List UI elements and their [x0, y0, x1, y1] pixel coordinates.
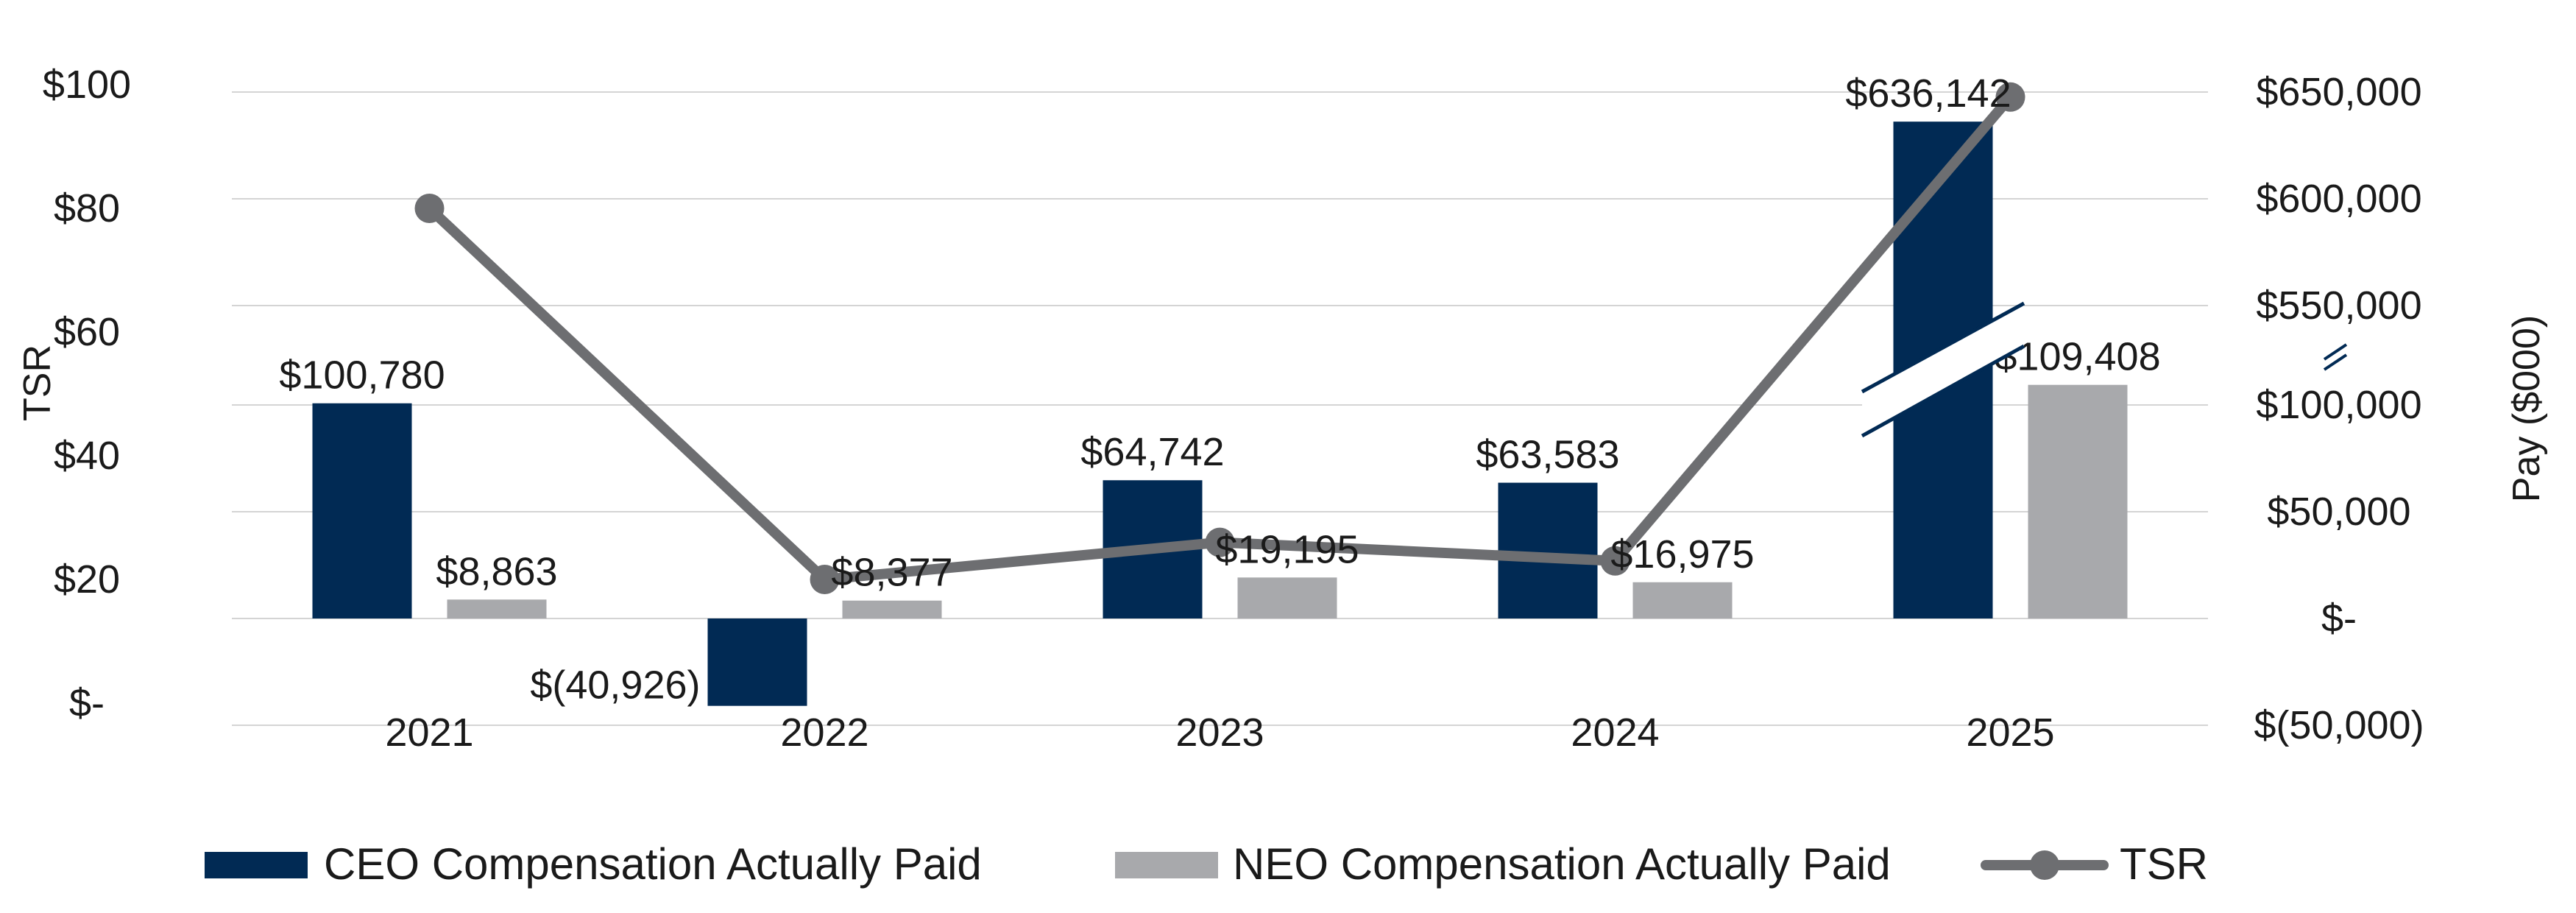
- x-axis-ticks: 2021 2022 2023 2024 2025: [385, 711, 2054, 755]
- bar-label-ceo-2022: $(40,926): [530, 663, 700, 708]
- right-tick-label: $50,000: [2267, 490, 2410, 534]
- bar-ceo-2024: [1498, 482, 1598, 618]
- x-tick-label-2022: 2022: [780, 711, 868, 755]
- right-tick-label: $600,000: [2256, 177, 2421, 221]
- axis-break-tick-2: [2323, 353, 2348, 371]
- legend-swatch-ceo: [205, 852, 308, 878]
- bar-neo-2022: [842, 600, 942, 618]
- right-axis-title: Pay ($000): [2505, 315, 2548, 502]
- left-axis-ticks: $- $20 $40 $60 $80 $100: [43, 63, 131, 725]
- bar-break-line-upper: [1861, 301, 2025, 394]
- x-tick-label-2021: 2021: [385, 711, 473, 755]
- tsr-point-2022: [810, 565, 840, 594]
- bar-label-neo-2023: $19,195: [1215, 527, 1359, 571]
- right-tick-label: $100,000: [2256, 383, 2421, 427]
- tsr-point-2025: [1995, 82, 2025, 112]
- left-tick-label: $60: [54, 310, 120, 354]
- x-tick-label-2024: 2024: [1571, 711, 1659, 755]
- legend: CEO Compensation Actually Paid NEO Compe…: [205, 839, 2208, 889]
- tsr-line-series: [414, 82, 2025, 594]
- left-axis-title: TSR: [16, 345, 59, 421]
- bar-ceo-2021: [312, 403, 412, 618]
- bar-label-ceo-2024: $63,583: [1476, 433, 1619, 477]
- axis-break-tick-1: [2323, 343, 2348, 361]
- bar-ceo-2022: [707, 618, 807, 706]
- right-tick-label: $(50,000): [2254, 703, 2424, 747]
- bar-neo-2021: [447, 599, 547, 618]
- legend-swatch-tsr-marker: [2030, 850, 2059, 880]
- left-tick-label: $40: [54, 434, 120, 478]
- right-axis-ticks: $(50,000) $- $50,000 $100,000 $550,000 $600,0…: [2254, 70, 2424, 747]
- bar-label-ceo-2025: $636,142: [1845, 71, 2011, 116]
- right-tick-label: $-: [2321, 596, 2357, 641]
- left-tick-label: $100: [43, 63, 131, 107]
- left-tick-label: $-: [69, 681, 105, 725]
- bar-neo-2023: [1237, 577, 1337, 618]
- right-tick-label: $650,000: [2256, 70, 2421, 114]
- x-tick-label-2025: 2025: [1966, 711, 2054, 755]
- axis-break-marks: [1861, 301, 2348, 438]
- bar-label-neo-2022: $8,377: [831, 551, 952, 595]
- legend-label-tsr: TSR: [2120, 839, 2208, 889]
- bar-label-ceo-2023: $64,742: [1080, 430, 1224, 474]
- x-tick-label-2023: 2023: [1175, 711, 1264, 755]
- tsr-point-2024: [1600, 546, 1630, 576]
- gridlines: [232, 91, 2208, 726]
- bar-break-gap: [1862, 303, 2024, 436]
- bar-label-neo-2024: $16,975: [1610, 532, 1754, 577]
- legend-label-ceo: CEO Compensation Actually Paid: [324, 839, 982, 889]
- tsr-line: [424, 91, 2016, 585]
- tsr-point-2023: [1205, 527, 1235, 557]
- legend-swatch-neo: [1115, 852, 1218, 878]
- bar-break-line-lower: [1861, 344, 2025, 438]
- bar-label-neo-2021: $8,863: [436, 549, 557, 593]
- tsr-point-2021: [414, 194, 445, 223]
- bar-neo-2025: [2028, 384, 2128, 618]
- bar-label-ceo-2021: $100,780: [279, 353, 445, 398]
- left-tick-label: $20: [54, 557, 120, 602]
- right-tick-label: $550,000: [2256, 283, 2421, 328]
- bar-neo-2024: [1632, 582, 1733, 618]
- left-tick-label: $80: [54, 186, 120, 230]
- legend-label-neo: NEO Compensation Actually Paid: [1233, 839, 1891, 889]
